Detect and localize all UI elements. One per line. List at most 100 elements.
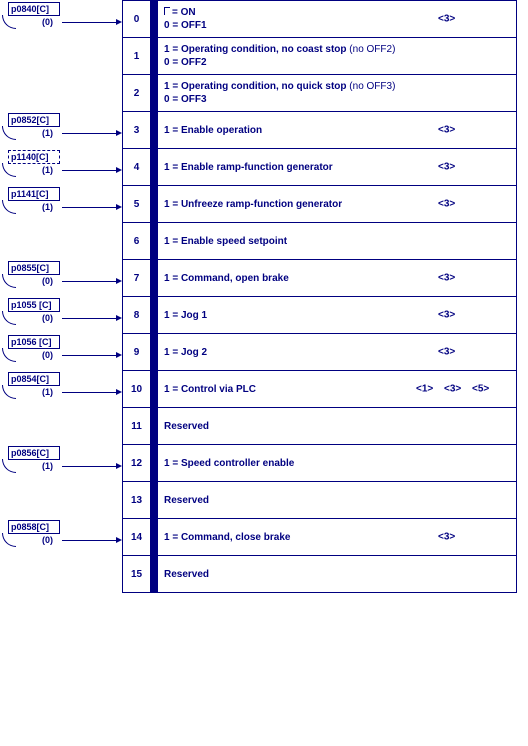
bit-description: 1 = Jog 2<3> — [158, 333, 517, 371]
bit-description: 1 = Command, close brake<3> — [158, 518, 517, 556]
arrow-line — [62, 392, 118, 393]
param-label: p0840[C] — [8, 2, 60, 16]
reference-marker: <3> — [444, 384, 461, 395]
bit-description: Reserved — [158, 555, 517, 593]
bit-separator — [150, 0, 158, 38]
param-connector-icon — [2, 163, 16, 177]
bit-desc-text: 1 = Speed controller enable — [164, 458, 294, 469]
param-connector-icon — [2, 385, 16, 399]
bit-row-13: 13Reserved — [122, 481, 517, 519]
param-value: (0) — [42, 17, 53, 27]
param-value: (0) — [42, 350, 53, 360]
param-label: p0854[C] — [8, 372, 60, 386]
edge-icon — [164, 7, 170, 15]
bit-description: 1 = Command, open brake <3> — [158, 259, 517, 297]
bit-desc-text: 1 = Jog 1 — [164, 310, 207, 321]
bit-desc-line1: Reserved — [164, 420, 510, 433]
param-p1055C: p1055 [C](0) — [2, 298, 62, 328]
reference-marker: <3> — [438, 125, 455, 136]
bit-number: 4 — [122, 148, 150, 186]
bit-desc-line1: 1 = Enable operation — [164, 124, 510, 137]
arrow-line — [62, 540, 118, 541]
bit-desc-text: 1 = Command, open brake — [164, 273, 289, 284]
bit-number: 3 — [122, 111, 150, 149]
bit-description: Reserved — [158, 407, 517, 445]
bit-desc-line1: Reserved — [164, 568, 510, 581]
reference-marker: <3> — [438, 273, 455, 284]
reference-marker: <3> — [438, 199, 455, 210]
bit-desc-line1: = ON — [164, 6, 510, 19]
arrow-head-icon — [116, 463, 122, 469]
bit-description: Reserved — [158, 481, 517, 519]
param-connector-icon — [2, 533, 16, 547]
bit-desc-note: (no OFF2) — [349, 44, 395, 55]
bit-number: 0 — [122, 0, 150, 38]
bit-separator — [150, 370, 158, 408]
bit-table: 0= ON0 = OFF1<3>11 = Operating condition… — [122, 0, 517, 593]
bit-row-11: 11 Reserved — [122, 407, 517, 445]
param-label: p1055 [C] — [8, 298, 60, 312]
bit-separator — [150, 555, 158, 593]
bit-number: 1 — [122, 37, 150, 75]
reference-marker: <5> — [472, 384, 489, 395]
bit-number: 11 — [122, 407, 150, 445]
bit-description: 1 = Operating condition, no coast stop (… — [158, 37, 517, 75]
bit-description: 1 = Unfreeze ramp-function generator<3> — [158, 185, 517, 223]
param-value: (1) — [42, 387, 53, 397]
param-connector-icon — [2, 200, 16, 214]
bit-desc-text: 1 = Control via PLC — [164, 384, 256, 395]
bit-desc-text: 1 = Enable operation — [164, 125, 262, 136]
bit-desc-text: 1 = Operating condition, no quick stop — [164, 81, 349, 92]
bit-number: 5 — [122, 185, 150, 223]
arrow-head-icon — [116, 204, 122, 210]
bit-row-15: 15Reserved — [122, 555, 517, 593]
reference-marker: <3> — [438, 14, 455, 25]
param-p0854C: p0854[C](1) — [2, 372, 62, 402]
bit-separator — [150, 481, 158, 519]
bit-number: 7 — [122, 259, 150, 297]
arrow-head-icon — [116, 315, 122, 321]
param-p0858C: p0858[C](0) — [2, 520, 62, 550]
arrow-line — [62, 133, 118, 134]
reference-marker: <1> — [416, 384, 433, 395]
param-label: p0852[C] — [8, 113, 60, 127]
bit-desc-line1: 1 = Unfreeze ramp-function generator — [164, 198, 510, 211]
param-label: p0858[C] — [8, 520, 60, 534]
bit-description: = ON0 = OFF1<3> — [158, 0, 517, 38]
param-p1140C: p1140[C](1) — [2, 150, 62, 180]
bit-desc-text: 1 = Operating condition, no coast stop — [164, 44, 349, 55]
bit-row-4: 41 = Enable ramp-function generator<3> — [122, 148, 517, 186]
param-label: p1141[C] — [8, 187, 60, 201]
param-p0840C: p0840[C](0) — [2, 2, 62, 32]
bit-desc-line1: Reserved — [164, 494, 510, 507]
bit-separator — [150, 407, 158, 445]
arrow-head-icon — [116, 389, 122, 395]
diagram-container: { "layout": { "width": 528, "height": 74… — [0, 0, 528, 746]
param-value: (1) — [42, 202, 53, 212]
bit-desc-line1: 1 = Operating condition, no coast stop (… — [164, 43, 510, 56]
bit-desc-line2: 0 = OFF1 — [164, 19, 510, 32]
bit-desc-text: Reserved — [164, 569, 209, 580]
arrow-line — [62, 207, 118, 208]
param-value: (1) — [42, 461, 53, 471]
bit-row-2: 21 = Operating condition, no quick stop … — [122, 74, 517, 112]
bit-separator — [150, 518, 158, 556]
bit-desc-line2: 0 = OFF2 — [164, 56, 510, 69]
param-connector-icon — [2, 126, 16, 140]
param-p1141C: p1141[C](1) — [2, 187, 62, 217]
bit-desc-line1: 1 = Enable ramp-function generator — [164, 161, 510, 174]
bit-separator — [150, 74, 158, 112]
bit-separator — [150, 185, 158, 223]
bit-description: 1 = Enable ramp-function generator<3> — [158, 148, 517, 186]
bit-desc-line1: 1 = Operating condition, no quick stop (… — [164, 80, 510, 93]
arrow-line — [62, 281, 118, 282]
bit-number: 14 — [122, 518, 150, 556]
arrow-line — [62, 355, 118, 356]
param-value: (1) — [42, 165, 53, 175]
bit-desc-line1: 1 = Enable speed setpoint — [164, 235, 510, 248]
arrow-head-icon — [116, 130, 122, 136]
reference-marker: <3> — [438, 162, 455, 173]
arrow-head-icon — [116, 352, 122, 358]
arrow-head-icon — [116, 167, 122, 173]
param-value: (0) — [42, 535, 53, 545]
